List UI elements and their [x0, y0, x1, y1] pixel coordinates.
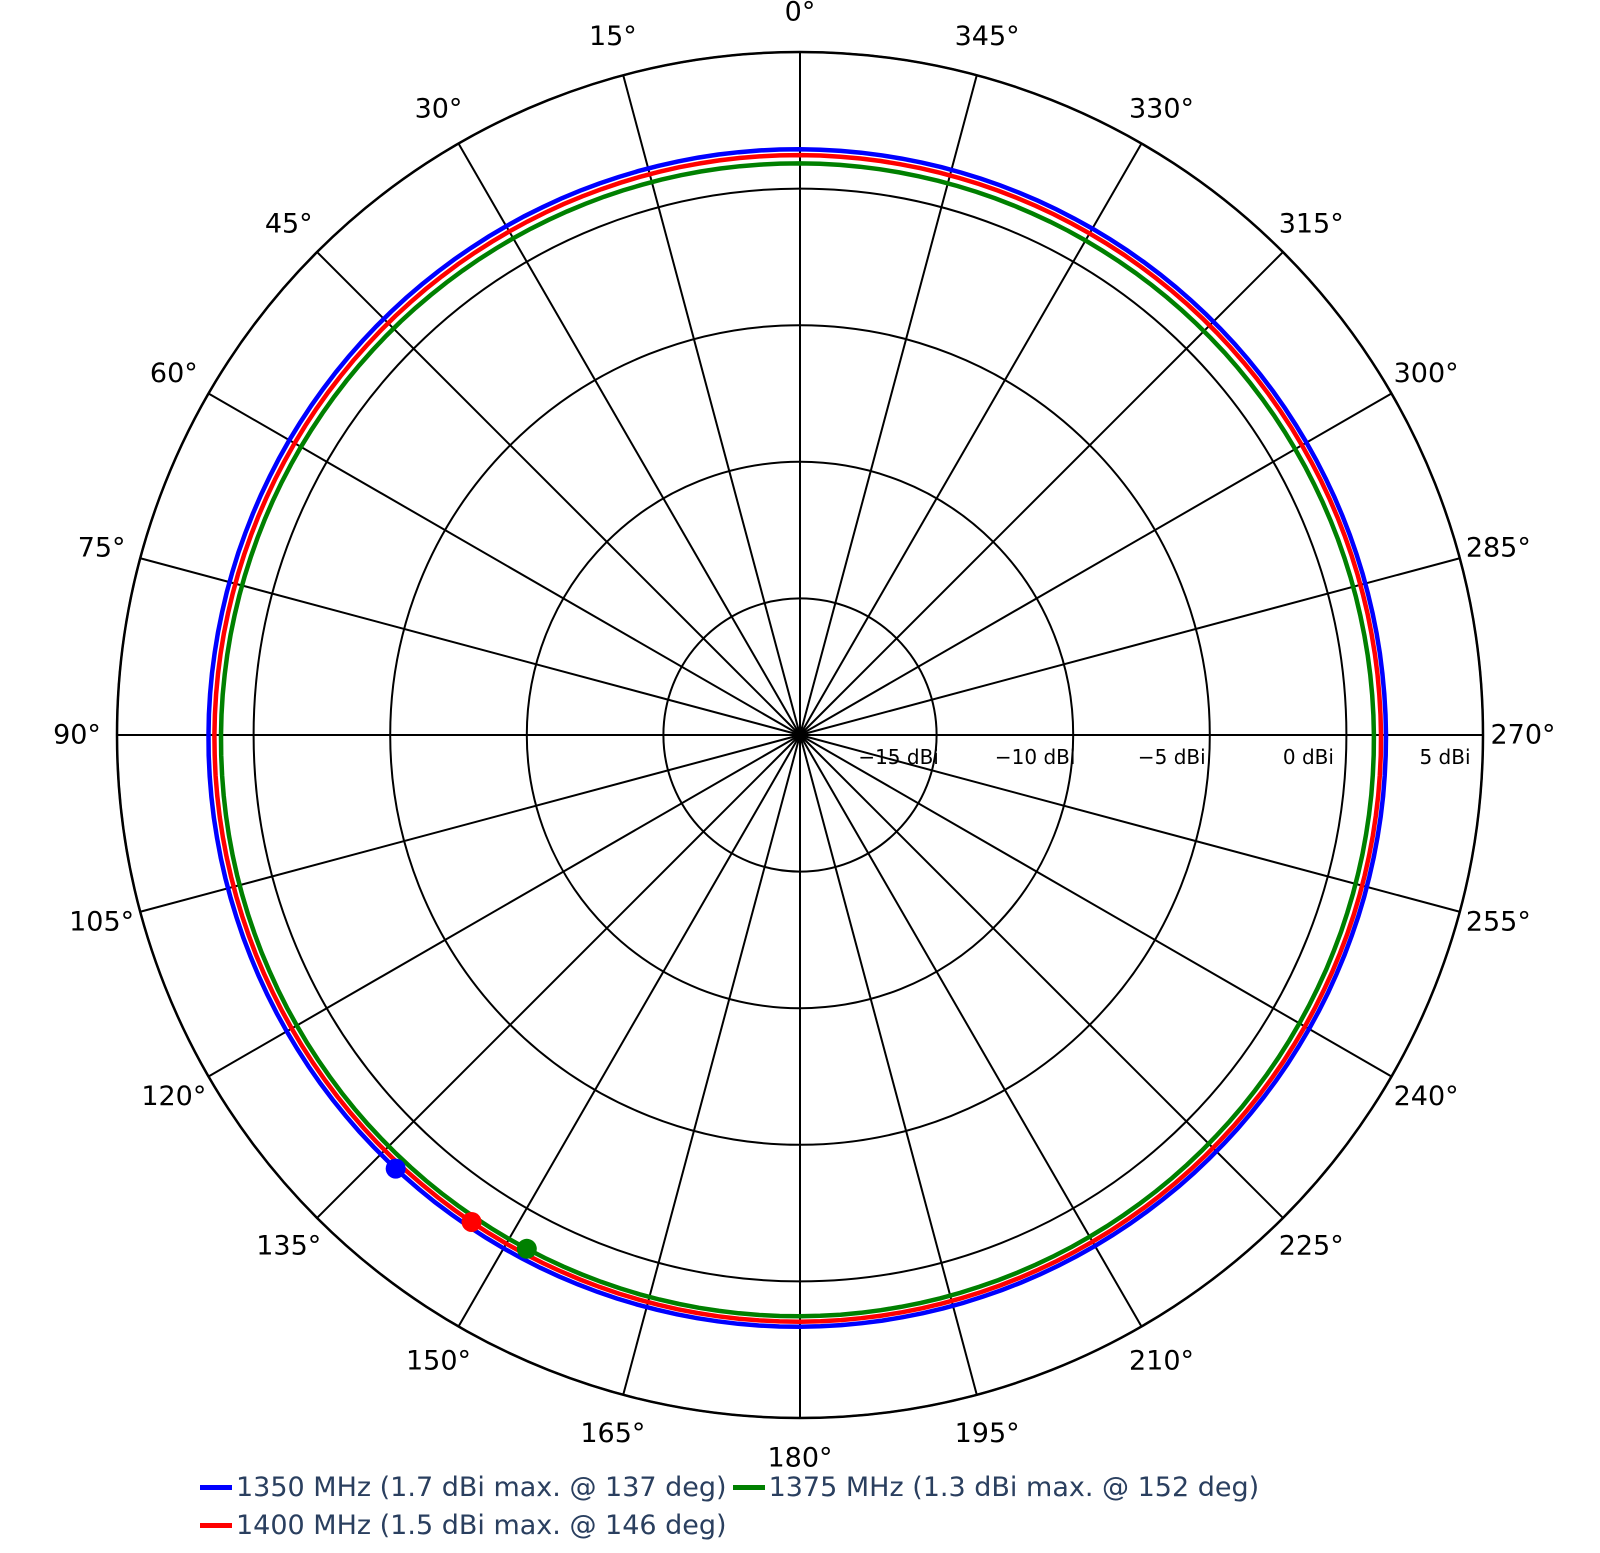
angular-grid-line [140, 557, 801, 736]
angular-grid-line [208, 734, 801, 1078]
angular-grid-line [799, 734, 1460, 913]
angular-tick-label: 300° [1394, 358, 1459, 389]
angular-tick-label: 345° [955, 21, 1020, 52]
max-marker-series-2 [516, 1238, 537, 1259]
angular-tick-label: 270° [1490, 720, 1555, 751]
angular-tick-label: 45° [265, 208, 313, 239]
legend-row: 1400 MHz (1.5 dBi max. @ 146 deg) [200, 1506, 1580, 1544]
radial-grid-ring [389, 324, 1211, 1146]
angular-grid-line [799, 734, 1284, 1219]
angular-grid-line [457, 143, 801, 736]
angular-grid-line [208, 392, 801, 736]
series-layer [206, 147, 1389, 1329]
legend-swatch-series-1 [200, 1484, 232, 1490]
radial-tick-label: −15 dBi [858, 745, 939, 769]
radial-grid-ring [525, 460, 1075, 1010]
angular-grid-line [457, 734, 801, 1327]
legend-item-series-3[interactable]: 1400 MHz (1.5 dBi max. @ 146 deg) [200, 1510, 727, 1541]
angular-tick-label: 75° [78, 532, 126, 563]
series-line-3 [212, 152, 1384, 1324]
angular-grid-line [140, 734, 801, 913]
max-marker-series-3 [461, 1211, 482, 1232]
angular-grid-line [316, 251, 801, 736]
legend-label-series-2: 1375 MHz (1.3 dBi max. @ 152 deg) [768, 1471, 1260, 1503]
radial-grid-ring [662, 597, 938, 873]
angular-tick-label: 105° [69, 907, 134, 938]
angular-tick-label: 330° [1129, 93, 1194, 124]
angular-tick-label: 15° [589, 21, 637, 52]
angular-grid-line [799, 734, 978, 1395]
polar-grid [115, 50, 1485, 1420]
angular-tick-label: 60° [150, 358, 198, 389]
radial-tick-label: −5 dBi [1138, 745, 1206, 769]
angular-tick-label: 0° [785, 0, 816, 28]
angular-tick-label: 180° [767, 1443, 832, 1474]
angular-tick-label: 210° [1129, 1346, 1194, 1377]
angular-tick-label: 195° [955, 1418, 1020, 1449]
angular-tick-label: 135° [256, 1231, 321, 1262]
radial-tick-label: −10 dBi [995, 745, 1076, 769]
angular-tick-label: 90° [53, 720, 101, 751]
radial-tick-label: 0 dBi [1283, 745, 1334, 769]
angular-tick-label: 150° [406, 1346, 471, 1377]
axis-labels: 0° 15° 30° 45° 60° 75° 90° 105° 120° 135° 150° 165°… [53, 0, 1555, 1474]
legend-item-series-1[interactable]: 1350 MHz (1.7 dBi max. @ 137 deg) [200, 1472, 727, 1503]
legend-swatch-series-3 [200, 1522, 232, 1528]
series-line-1 [206, 147, 1389, 1329]
series-line-2 [218, 161, 1377, 1319]
legend: 1350 MHz (1.7 dBi max. @ 137 deg) 1375 M… [200, 1468, 1580, 1544]
angular-tick-label: 285° [1466, 532, 1531, 563]
angular-tick-label: 240° [1394, 1081, 1459, 1112]
max-marker-series-1 [385, 1158, 406, 1179]
angular-grid-line [799, 392, 1392, 736]
angular-grid-line [799, 557, 1460, 736]
angular-tick-label: 30° [415, 93, 463, 124]
angular-grid-line [622, 75, 801, 736]
outer-ring [115, 50, 1485, 1420]
radial-grid-ring [252, 187, 1348, 1283]
angular-grid-line [799, 734, 1143, 1327]
legend-item-series-2[interactable]: 1375 MHz (1.3 dBi max. @ 152 deg) [732, 1471, 1260, 1503]
legend-swatch-series-2 [732, 1484, 765, 1490]
radial-tick-label: 5 dBi [1419, 745, 1470, 769]
angular-grid-line [316, 734, 801, 1219]
legend-row: 1350 MHz (1.7 dBi max. @ 137 deg) 1375 M… [200, 1468, 1580, 1506]
angular-tick-label: 225° [1279, 1231, 1344, 1262]
angular-tick-label: 315° [1279, 208, 1344, 239]
legend-label-series-3: 1400 MHz (1.5 dBi max. @ 146 deg) [236, 1509, 727, 1541]
angular-tick-label: 165° [580, 1418, 645, 1449]
legend-label-series-1: 1350 MHz (1.7 dBi max. @ 137 deg) [236, 1471, 727, 1503]
angular-tick-label: 120° [141, 1081, 206, 1112]
angular-grid-line [622, 734, 801, 1395]
angular-grid-line [799, 734, 1392, 1078]
angular-tick-label: 255° [1466, 907, 1531, 938]
